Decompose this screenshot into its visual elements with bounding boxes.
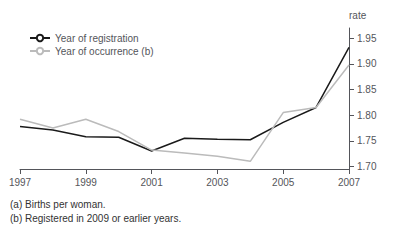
svg-text:1.95: 1.95 bbox=[357, 33, 377, 44]
svg-text:1.85: 1.85 bbox=[357, 84, 377, 95]
svg-text:(a) Births per woman.: (a) Births per woman. bbox=[10, 199, 106, 210]
svg-text:1997: 1997 bbox=[9, 177, 32, 188]
svg-text:1999: 1999 bbox=[75, 177, 98, 188]
svg-text:2007: 2007 bbox=[338, 177, 361, 188]
svg-text:2003: 2003 bbox=[206, 177, 229, 188]
svg-text:1.70: 1.70 bbox=[357, 161, 377, 172]
svg-text:1.80: 1.80 bbox=[357, 110, 377, 121]
svg-text:1.75: 1.75 bbox=[357, 135, 377, 146]
svg-text:2001: 2001 bbox=[140, 177, 163, 188]
svg-text:2005: 2005 bbox=[272, 177, 295, 188]
svg-text:(b) Registered in 2009 or earl: (b) Registered in 2009 or earlier years. bbox=[10, 213, 181, 224]
svg-text:1.90: 1.90 bbox=[357, 58, 377, 69]
svg-text:rate: rate bbox=[349, 10, 367, 21]
svg-text:Year of occurrence (b): Year of occurrence (b) bbox=[55, 46, 154, 57]
svg-text:Year of registration: Year of registration bbox=[55, 33, 139, 44]
